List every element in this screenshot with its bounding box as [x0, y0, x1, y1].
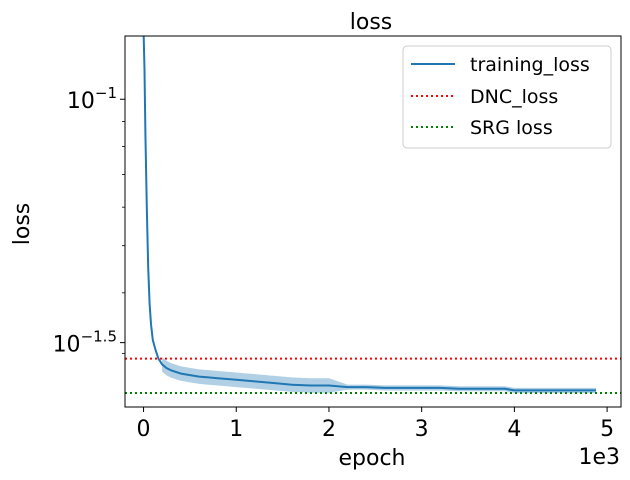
legend-label-srg-loss: SRG loss: [470, 117, 553, 139]
axes-frame: [124, 35, 622, 408]
chart-title: loss: [350, 10, 393, 35]
legend-label-dnc-loss: DNC_loss: [470, 86, 558, 108]
x-axis-label: epoch: [339, 446, 406, 471]
y-axis: 10−1 10−1.5: [53, 84, 125, 358]
x-offset-label: 1e3: [578, 445, 620, 470]
y-tick-label: 10−1: [67, 84, 117, 114]
x-tick-label: 1: [229, 417, 243, 442]
x-tick-label: 5: [600, 417, 614, 442]
legend-box: [402, 45, 612, 149]
plot-area: [125, 36, 621, 394]
x-tick-label: 2: [322, 417, 336, 442]
training-loss-line: [142, 36, 596, 392]
training-loss-band: [162, 357, 596, 393]
x-tick-label: 3: [415, 417, 429, 442]
legend: training_loss DNC_loss SRG loss: [402, 45, 612, 149]
y-tick-label: 10−1.5: [53, 328, 117, 358]
legend-label-training-loss: training_loss: [470, 54, 590, 76]
x-tick-label: 0: [137, 417, 151, 442]
x-tick-label: 4: [507, 417, 521, 442]
x-axis: 0 1 2 3 4 5: [137, 407, 614, 442]
y-axis-label: loss: [10, 203, 35, 246]
